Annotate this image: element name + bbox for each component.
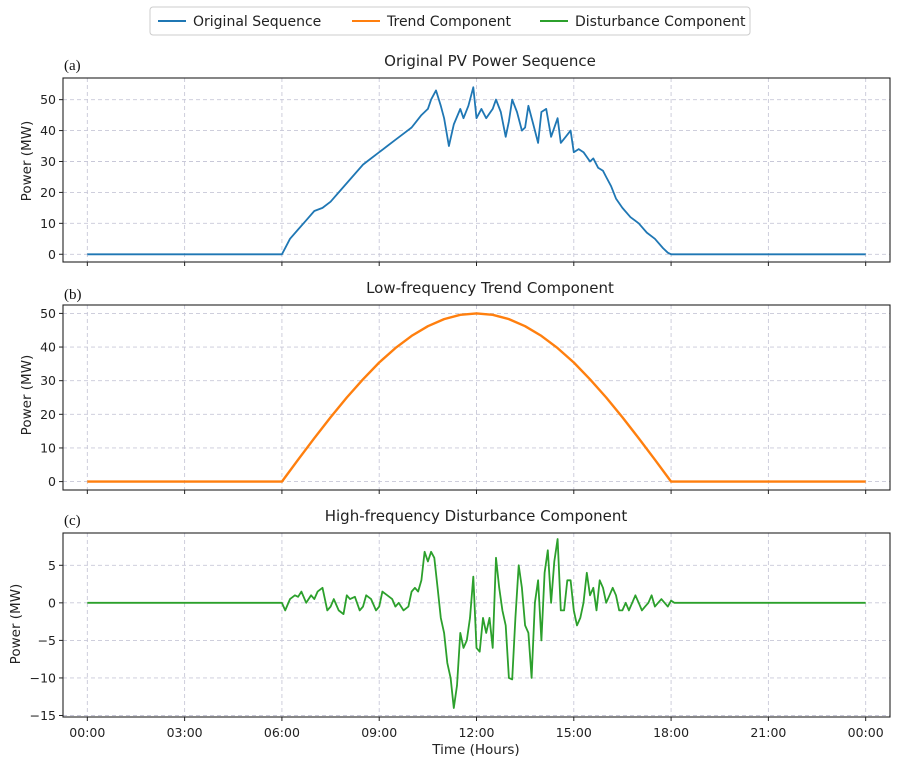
y-tick-label: 10: [40, 216, 56, 231]
y-tick-label: 0: [48, 474, 56, 489]
y-tick-label: 20: [40, 407, 56, 422]
y-tick-label: 10: [40, 440, 56, 455]
series-line-b: [87, 312, 866, 483]
ylabel-panel-a: Power (MW): [19, 121, 35, 202]
ylabel-panel-b: Power (MW): [19, 355, 35, 436]
legend-box: [149, 6, 751, 36]
y-tick-label: 30: [40, 154, 56, 169]
y-tick-label: −5: [38, 633, 56, 648]
ylabel-panel-c: Power (MW): [8, 584, 24, 665]
y-tick-label: −15: [30, 708, 56, 723]
series-line-a: [87, 86, 866, 256]
y-tick-label: 50: [40, 92, 56, 107]
legend: Original Sequence Trend Component Distur…: [149, 6, 751, 36]
y-tick-label: 40: [40, 123, 56, 138]
panel-label-a: (a): [64, 58, 81, 74]
panel-b: (b) Low-frequency Trend Component Power …: [19, 279, 891, 494]
y-tick-label: 20: [40, 185, 56, 200]
x-tick-label: 21:00: [750, 725, 786, 740]
x-tick-label: 09:00: [361, 725, 397, 740]
y-tick-label: 5: [48, 558, 56, 573]
title-panel-c: High-frequency Disturbance Component: [325, 507, 628, 525]
x-tick-label: 12:00: [458, 725, 494, 740]
panel-label-b: (b): [64, 287, 82, 303]
y-tick-label: 0: [48, 595, 56, 610]
y-tick-label: 30: [40, 373, 56, 388]
title-panel-b: Low-frequency Trend Component: [366, 279, 614, 297]
x-tick-label: 00:00: [848, 725, 884, 740]
legend-label-original: Original Sequence: [193, 14, 321, 30]
y-tick-label: 40: [40, 340, 56, 355]
y-tick-label: −10: [30, 670, 56, 685]
x-tick-label: 15:00: [556, 725, 592, 740]
xlabel-panel-c: Time (Hours): [431, 742, 519, 758]
y-tick-label: 0: [48, 247, 56, 262]
x-tick-label: 03:00: [167, 725, 203, 740]
legend-label-disturbance: Disturbance Component: [575, 14, 746, 30]
legend-label-trend: Trend Component: [386, 14, 512, 30]
y-tick-label: 50: [40, 306, 56, 321]
x-tick-label: 00:00: [69, 725, 105, 740]
series-line-c: [87, 538, 866, 709]
x-tick-label: 06:00: [264, 725, 300, 740]
x-tick-label: 18:00: [653, 725, 689, 740]
panel-label-c: (c): [64, 513, 81, 529]
panel-a: (a) Original PV Power Sequence Power (MW…: [19, 52, 891, 266]
title-panel-a: Original PV Power Sequence: [384, 52, 596, 70]
panel-c: (c) High-frequency Disturbance Component…: [8, 507, 891, 758]
